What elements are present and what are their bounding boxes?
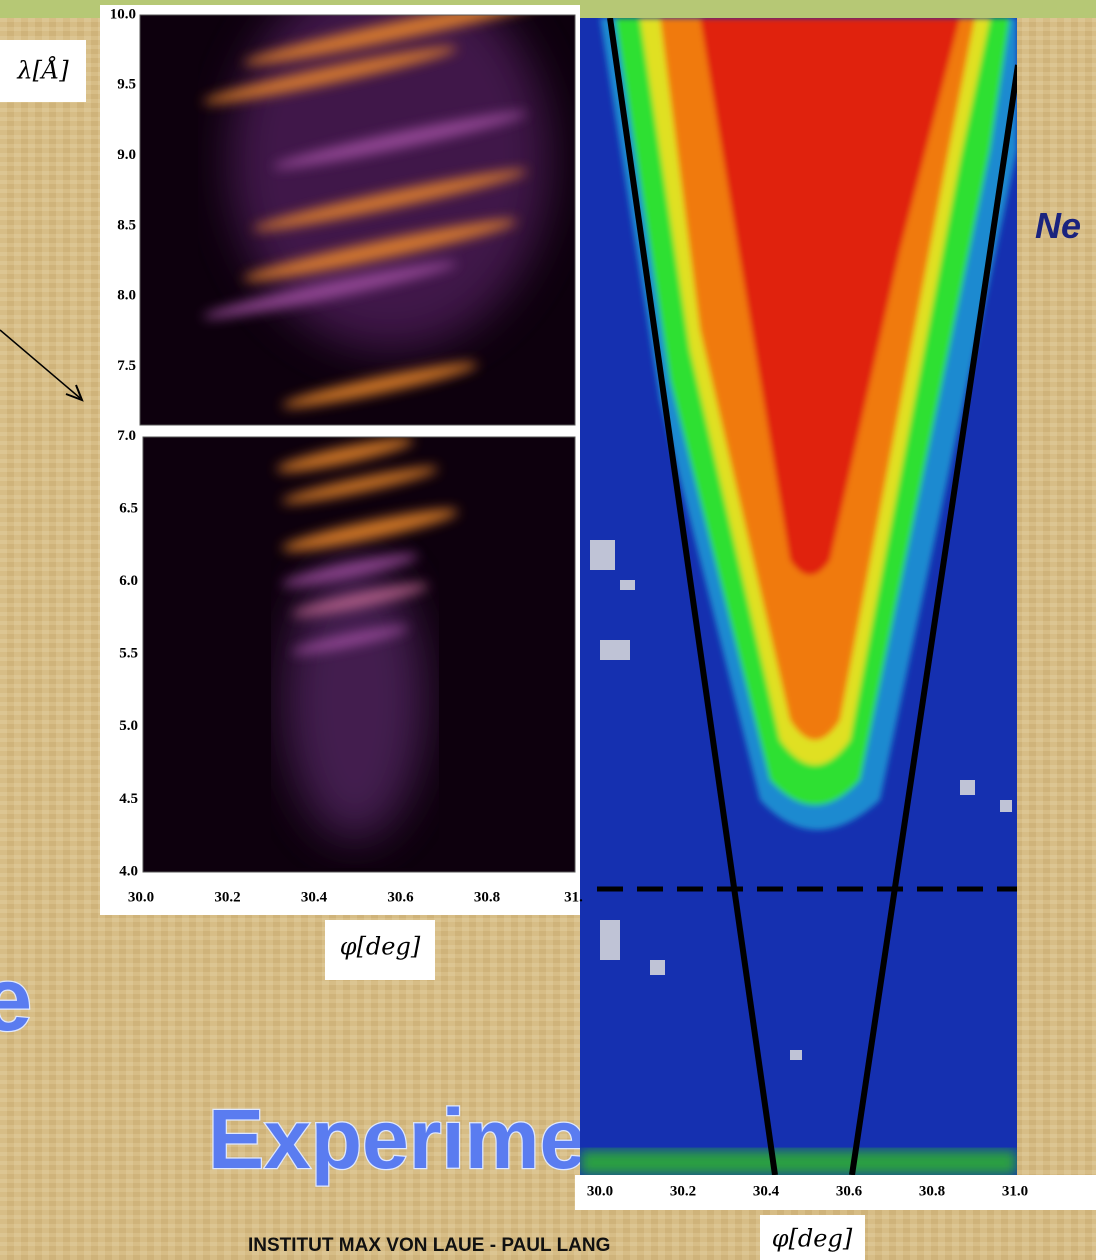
side-text: Ne xyxy=(1035,205,1081,246)
tick-label: 5.5 xyxy=(119,646,138,662)
tick-label: 6.5 xyxy=(119,500,138,516)
tick-label: 31. xyxy=(564,889,583,905)
tick-label: 30.6 xyxy=(387,889,414,905)
tick-label: 9.0 xyxy=(117,147,136,163)
lower-heatmap xyxy=(143,437,575,872)
tick-label: 6.0 xyxy=(119,573,138,589)
tick-label: 10.0 xyxy=(110,6,136,22)
y-axis-label: λ[Å] xyxy=(16,56,69,85)
experiment-image xyxy=(580,18,1017,1175)
x-label-box xyxy=(325,920,435,980)
footer: INSTITUT MAX VON LAUE - PAUL LANG xyxy=(248,1235,610,1256)
tick-label: 30.8 xyxy=(919,1183,945,1199)
tick-label: 31.0 xyxy=(1002,1183,1028,1199)
upper-frame xyxy=(139,14,576,426)
tick-label: 30.2 xyxy=(670,1183,696,1199)
tick-label: 30.0 xyxy=(128,889,154,905)
arrow xyxy=(0,329,81,399)
tick-label: 7.0 xyxy=(117,428,136,444)
tick-label: 30.0 xyxy=(587,1183,613,1199)
heading-fragment: e xyxy=(0,950,32,1050)
upper-heatmap xyxy=(140,15,575,425)
tick-label: 30.8 xyxy=(474,889,500,905)
tick-label: 5.0 xyxy=(119,718,138,734)
tick-label: 4.0 xyxy=(119,863,138,879)
tick-label: 30.2 xyxy=(214,889,240,905)
x-axis-label: φ[deg] xyxy=(340,933,421,961)
tick-label: 30.6 xyxy=(836,1183,863,1199)
experiment-x-axis-label: φ[deg] xyxy=(772,1225,853,1253)
arrow-head xyxy=(65,384,84,402)
tick-label: 8.0 xyxy=(117,288,136,304)
tick-label: 30.4 xyxy=(753,1183,780,1199)
lower-frame xyxy=(142,436,576,873)
experiment-x-label-box xyxy=(760,1215,865,1260)
experiment-axis-box xyxy=(575,1175,1096,1210)
tick-label: 9.5 xyxy=(117,77,136,93)
tick-label: 30.4 xyxy=(301,889,328,905)
tick-label: 7.5 xyxy=(117,358,136,374)
y-label-box xyxy=(0,40,86,102)
tick-label: 8.5 xyxy=(117,217,136,233)
tick-label: 4.5 xyxy=(119,791,138,807)
